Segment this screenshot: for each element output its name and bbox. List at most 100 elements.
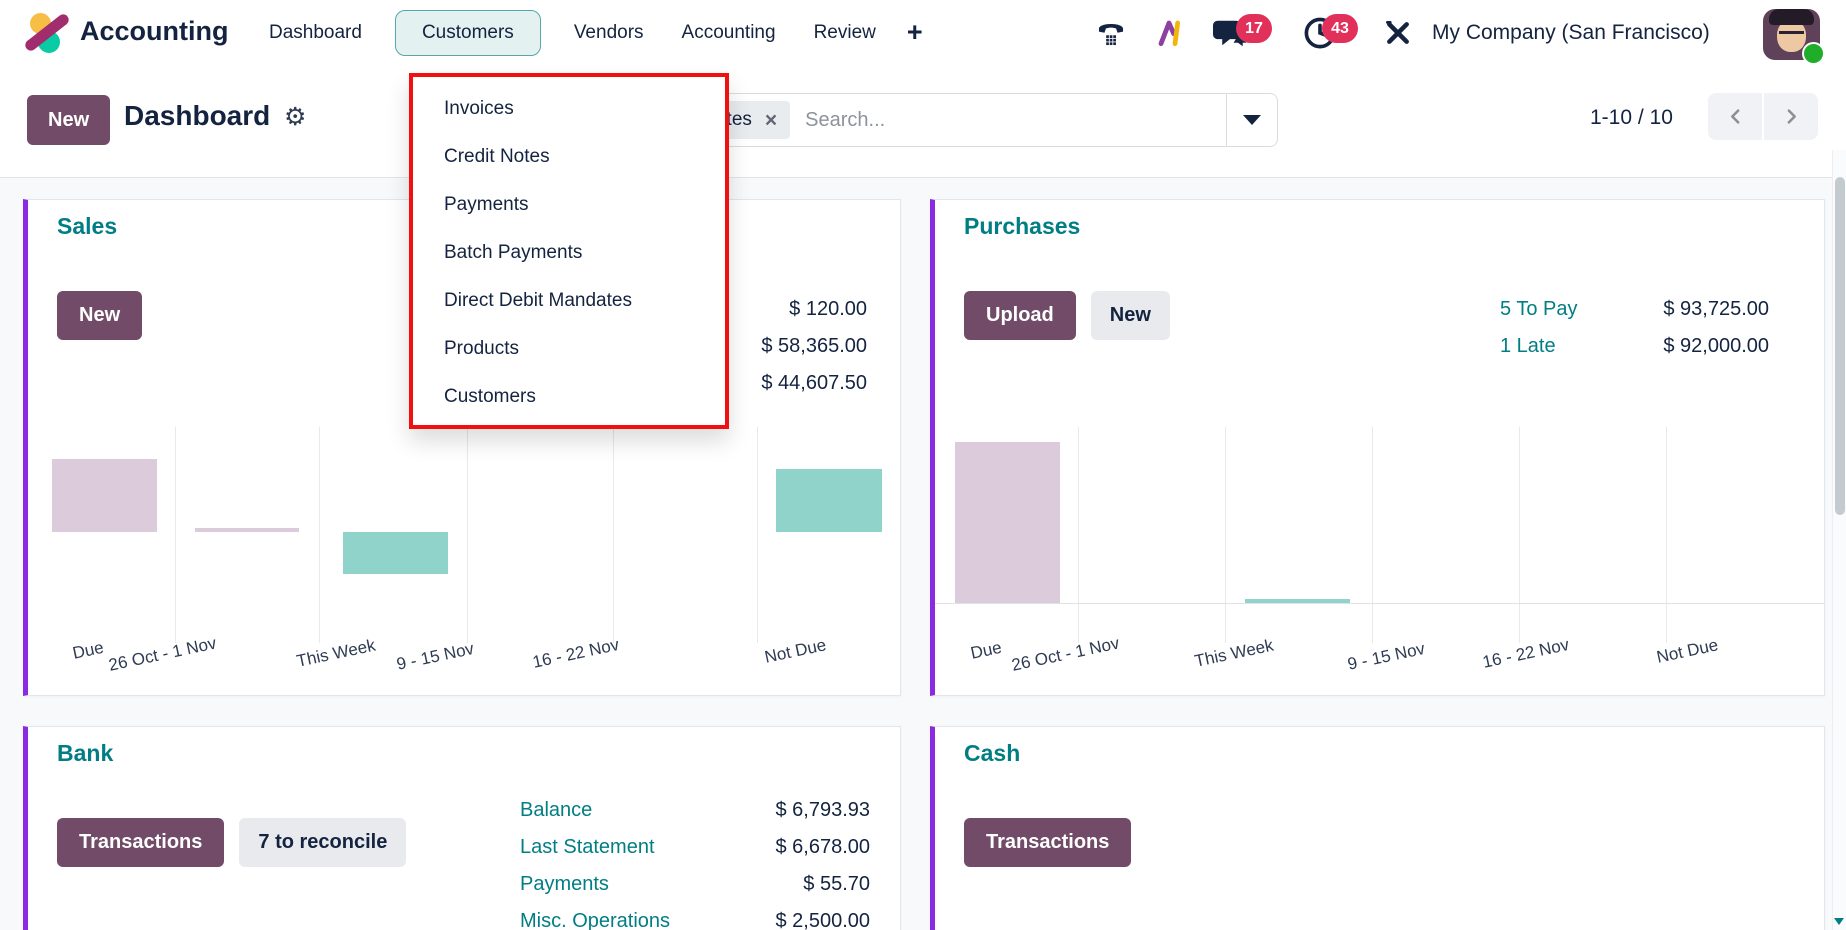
last-statement-amount: $ 6,678.00 [775, 836, 870, 858]
accounting-app-logo-icon[interactable] [23, 12, 71, 53]
chevron-left-icon [1730, 109, 1739, 124]
menu-customers-active[interactable]: Customers [394, 9, 541, 56]
balance-link[interactable]: Balance [520, 799, 593, 821]
x-axis-label: 9 - 15 Nov [1345, 638, 1427, 674]
payments-link[interactable]: Payments [520, 873, 609, 895]
gridline [1666, 427, 1667, 643]
cash-journal-card[interactable]: Cash Transactions [930, 726, 1825, 930]
scrollbar-down-arrow-icon[interactable] [1834, 918, 1844, 925]
menu-add-plus-icon[interactable]: + [906, 17, 923, 47]
search-dropdown-toggle[interactable] [1226, 94, 1277, 146]
bank-reconcile-button[interactable]: 7 to reconcile [239, 818, 407, 867]
sales-bar-chart [28, 427, 900, 643]
dropdown-item-invoices[interactable]: Invoices [444, 98, 514, 119]
pager-previous-button[interactable] [1708, 93, 1762, 140]
bank-card-title[interactable]: Bank [57, 740, 114, 766]
payments-amount: $ 55.70 [803, 873, 870, 895]
search-bar[interactable]: rites × [690, 93, 1278, 147]
to-pay-link[interactable]: 5 To Pay [1500, 298, 1578, 320]
menu-vendors[interactable]: Vendors [573, 21, 644, 43]
purchases-upload-button[interactable]: Upload [964, 291, 1076, 340]
sales-amount-row[interactable]: $ 44,607.50 [761, 372, 867, 394]
top-navbar: Accounting Dashboard Customers Vendors A… [0, 0, 1846, 65]
facet-close-icon[interactable]: × [764, 108, 778, 132]
bank-kpi-rows: Balance $ 6,793.93 Last Statement $ 6,67… [520, 792, 870, 930]
pager [1708, 93, 1818, 140]
bank-kpi-row: Last Statement $ 6,678.00 [520, 829, 870, 866]
page-title: Dashboard [124, 100, 271, 131]
company-switcher[interactable]: My Company (San Francisco) [1432, 20, 1710, 44]
chat-badge-count[interactable]: 17 [1236, 14, 1272, 43]
gridline [1519, 427, 1520, 643]
bank-journal-card[interactable]: Bank Transactions 7 to reconcile Balance… [23, 726, 901, 930]
sales-bar-due[interactable] [52, 459, 157, 532]
purchases-bar-this-week[interactable] [1245, 599, 1350, 603]
purchases-bar-due[interactable] [955, 442, 1060, 603]
chevron-down-icon [1243, 115, 1261, 125]
ai-icon[interactable] [1152, 0, 1190, 65]
x-axis-label: 9 - 15 Nov [394, 638, 476, 674]
vertical-scrollbar[interactable] [1832, 150, 1846, 930]
sales-amounts: $ 120.00 $ 58,365.00 $ 44,607.50 [761, 291, 867, 402]
sales-amount-row[interactable]: $ 120.00 [789, 298, 867, 320]
purchases-card-title[interactable]: Purchases [964, 213, 1081, 239]
sales-amount-row[interactable]: $ 58,365.00 [761, 335, 867, 357]
purchases-bar-chart [935, 427, 1824, 643]
gridline [467, 427, 468, 643]
scrollbar-thumb[interactable] [1835, 177, 1845, 515]
avatar-hair [1769, 9, 1814, 25]
avatar-glasses [1779, 31, 1804, 41]
menu-dashboard[interactable]: Dashboard [269, 21, 362, 43]
sales-new-button[interactable]: New [57, 291, 143, 340]
dropdown-item-payments[interactable]: Payments [444, 194, 529, 215]
chevron-right-icon [1787, 109, 1796, 124]
dropdown-item-credit-notes[interactable]: Credit Notes [444, 146, 550, 167]
sales-card-title[interactable]: Sales [57, 213, 118, 239]
search-input[interactable] [790, 108, 1226, 132]
sales-bar-26oct-1nov[interactable] [195, 528, 299, 532]
late-link[interactable]: 1 Late [1500, 335, 1556, 357]
dropdown-item-batch-payments[interactable]: Batch Payments [444, 242, 583, 263]
bank-transactions-button[interactable]: Transactions [57, 818, 225, 867]
sales-bar-this-week[interactable] [343, 532, 448, 574]
purchases-card-actions: Upload New [964, 291, 1170, 340]
late-amount: $ 92,000.00 [1663, 335, 1769, 357]
sales-bar-not-due[interactable] [776, 469, 882, 532]
gridline [1372, 427, 1373, 643]
purchases-kpi-rows: 5 To Pay $ 93,725.00 1 Late $ 92,000.00 [1500, 291, 1769, 365]
bank-kpi-row: Balance $ 6,793.93 [520, 792, 870, 829]
app-name[interactable]: Accounting [80, 16, 229, 46]
dropdown-item-direct-debit-mandates[interactable]: Direct Debit Mandates [444, 290, 632, 311]
misc-operations-amount: $ 2,500.00 [775, 910, 870, 930]
misc-operations-link[interactable]: Misc. Operations [520, 910, 671, 930]
purchases-new-button[interactable]: New [1090, 291, 1170, 340]
phone-icon[interactable] [1090, 0, 1132, 65]
sales-card-actions: New [57, 291, 143, 340]
new-button[interactable]: New [27, 95, 111, 145]
purchases-kpi-row: 5 To Pay $ 93,725.00 [1500, 291, 1769, 328]
bank-kpi-row: Misc. Operations $ 2,500.00 [520, 903, 870, 930]
cash-card-title[interactable]: Cash [964, 740, 1021, 766]
last-statement-link[interactable]: Last Statement [520, 836, 655, 858]
tools-debug-icon[interactable] [1379, 0, 1417, 65]
gridline [175, 427, 176, 643]
main-menu: Dashboard Customers Vendors Accounting R… [250, 0, 935, 65]
clock-badge-count[interactable]: 43 [1322, 14, 1358, 43]
menu-accounting[interactable]: Accounting [681, 21, 776, 43]
dropdown-item-products[interactable]: Products [444, 338, 519, 359]
dropdown-item-customers[interactable]: Customers [444, 386, 536, 407]
gridline [613, 427, 614, 643]
avatar-face [1777, 20, 1806, 52]
purchases-journal-card[interactable]: Purchases Upload New 5 To Pay $ 93,725.0… [930, 199, 1825, 696]
menu-review[interactable]: Review [813, 21, 876, 43]
gridline [757, 427, 758, 643]
zero-axis-line [935, 603, 1824, 604]
pager-next-button[interactable] [1764, 93, 1818, 140]
cash-transactions-button[interactable]: Transactions [964, 818, 1132, 867]
user-avatar[interactable] [1763, 9, 1825, 65]
dashboard-content: Sales New $ 120.00 $ 58,365.00 $ 44,607.… [0, 177, 1846, 930]
gear-settings-icon[interactable]: ⚙ [284, 103, 307, 131]
control-panel: New Dashboard ⚙ rites × 1-10 / 10 [0, 65, 1846, 177]
gridline [1225, 427, 1226, 643]
